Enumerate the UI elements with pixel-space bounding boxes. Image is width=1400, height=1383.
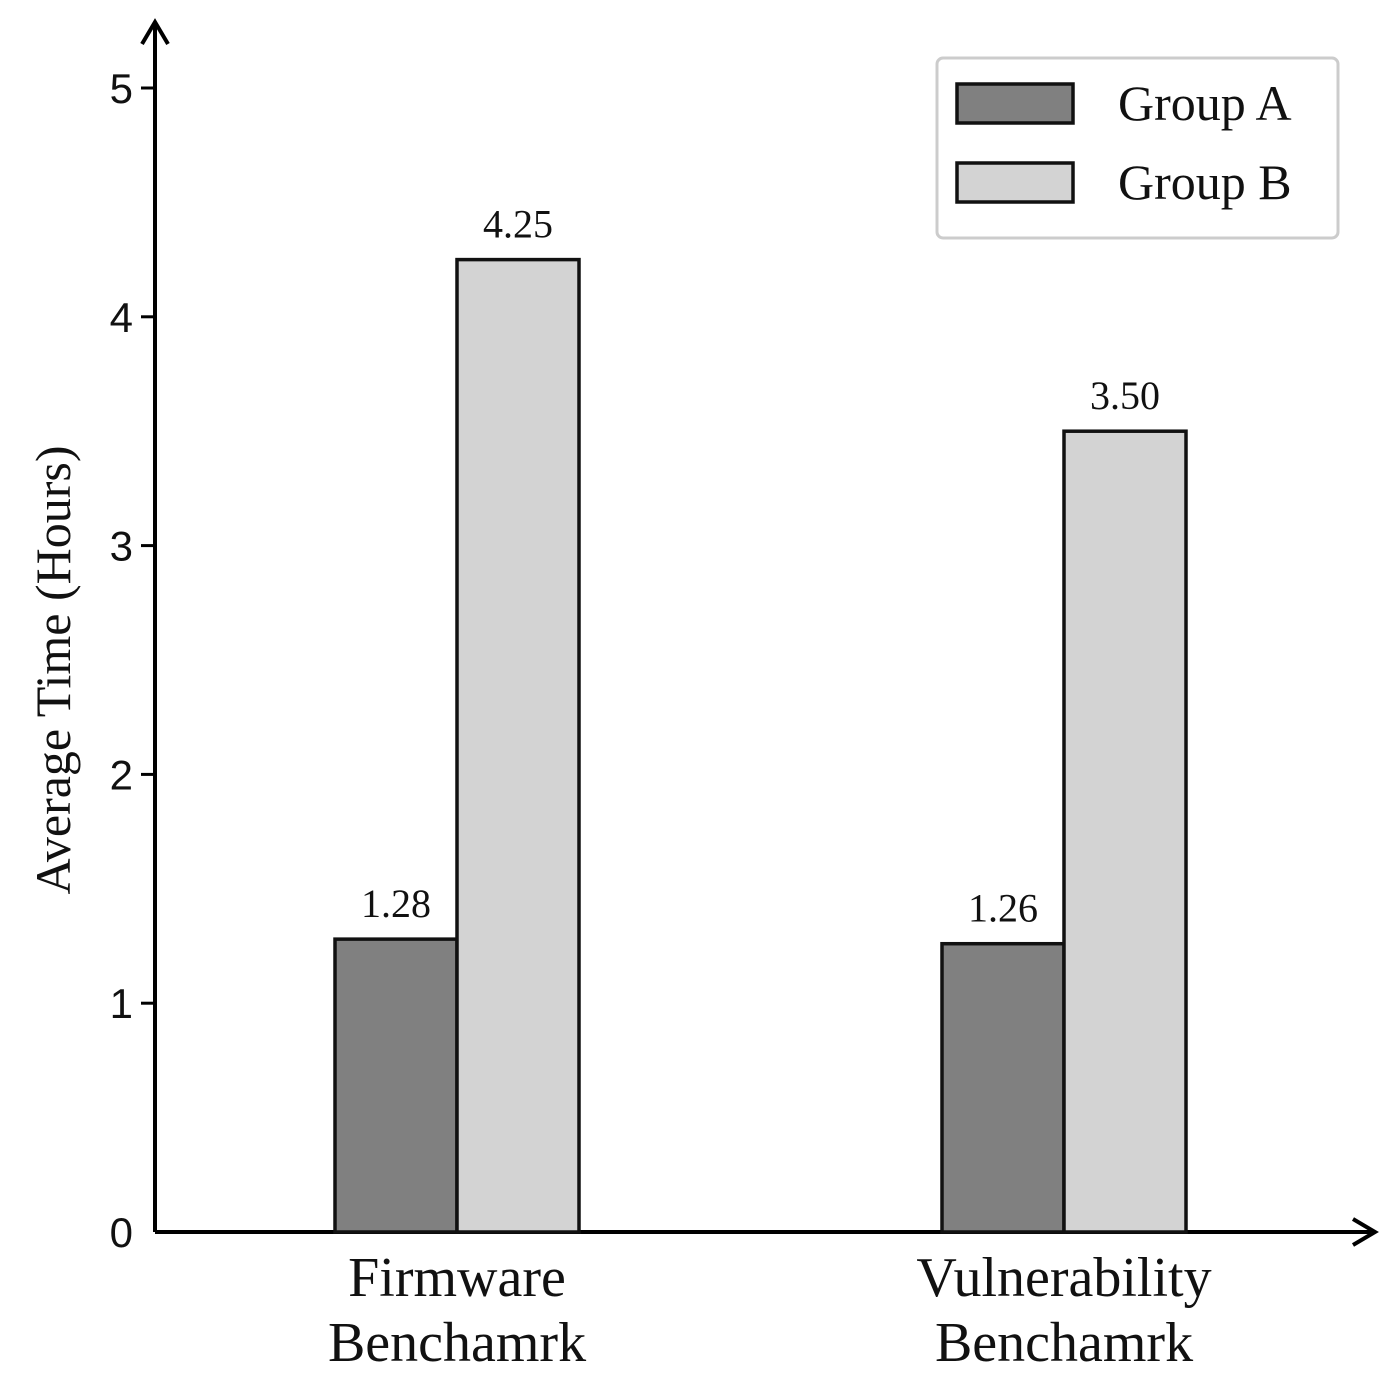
y-tick-label: 5 <box>110 65 133 112</box>
legend: Group A Group B <box>935 56 1340 240</box>
x-category-label: Vulnerability Benchamrk <box>916 1247 1211 1374</box>
y-tick-label: 3 <box>110 523 133 570</box>
y-tick-label: 2 <box>110 751 133 798</box>
bar-value-label: 3.50 <box>1090 373 1160 418</box>
legend-swatch <box>955 161 1075 204</box>
legend-label: Group A <box>1118 75 1292 131</box>
bar-group-b <box>455 257 581 1234</box>
bar-group-b <box>1062 429 1188 1234</box>
y-axis-arrow <box>140 18 170 46</box>
y-tick-label: 0 <box>110 1209 133 1256</box>
y-tick-label: 4 <box>110 294 133 341</box>
bar-value-label: 1.26 <box>968 886 1038 931</box>
y-axis-title: Average Time (Hours) <box>25 446 81 895</box>
x-axis-arrow <box>1351 1217 1379 1247</box>
bars <box>333 257 1188 1234</box>
y-tick-label: 1 <box>110 980 133 1027</box>
axes: 0 1 2 3 4 5 Average Time (Hours) Firmware Bencha… <box>25 18 1379 1374</box>
x-category-label: Firmware Benchamrk <box>328 1247 586 1374</box>
legend-swatch <box>955 82 1075 125</box>
bar-value-label: 4.25 <box>483 202 553 247</box>
bar-value-label: 1.28 <box>361 881 431 926</box>
bar-group-a <box>333 937 459 1234</box>
bar-group-a <box>940 941 1066 1234</box>
legend-label: Group B <box>1118 154 1292 210</box>
value-labels: 1.28 1.26 4.25 3.50 <box>361 202 1160 931</box>
